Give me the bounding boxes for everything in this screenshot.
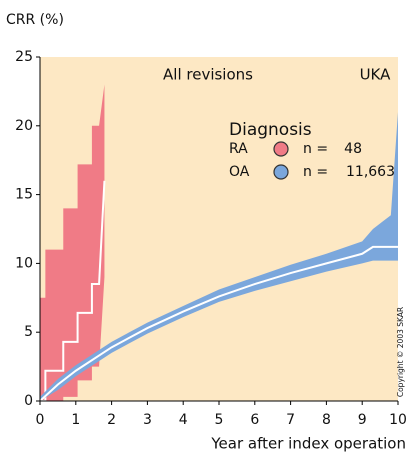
legend-title: Diagnosis: [229, 120, 312, 140]
x-tick-label: 8: [322, 412, 331, 428]
legend-swatch: [273, 141, 289, 157]
legend-n-prefix: n =: [303, 141, 328, 157]
copyright: Copyright © 2003 SKAR: [396, 307, 405, 397]
x-axis-title: Year after index operation: [210, 435, 406, 453]
x-tick-label: 7: [286, 412, 295, 428]
x-tick-label: 6: [250, 412, 259, 428]
legend-n: 11,663: [346, 164, 395, 180]
y-tick-label: 25: [15, 49, 33, 65]
y-tick-label: 20: [15, 118, 33, 134]
x-tick-label: 10: [389, 412, 407, 428]
legend-n: 48: [344, 141, 362, 157]
y-tick-label: 10: [15, 255, 33, 271]
chart-subtitle: UKA: [360, 66, 392, 84]
line: [39, 245, 398, 402]
confidence-band: [40, 84, 105, 402]
x-tick-label: 0: [36, 412, 45, 428]
x-tick-label: 1: [71, 412, 80, 428]
legend-swatch: [273, 164, 289, 180]
x-tick-label: 4: [179, 412, 188, 428]
line: [40, 180, 106, 402]
y-tick-label: 0: [24, 393, 33, 409]
x-tick-label: 5: [215, 412, 224, 428]
x-tick-label: 3: [143, 412, 152, 428]
x-tick-label: 2: [107, 412, 116, 428]
x-tick-label: 9: [358, 412, 367, 428]
y-tick-label: 15: [15, 187, 33, 203]
chart-title: All revisions: [163, 66, 253, 84]
legend-n-prefix: n =: [303, 164, 328, 180]
legend-label: OA: [229, 164, 250, 180]
y-tick-label: 5: [24, 324, 33, 340]
y-axis-title: CRR (%): [6, 12, 64, 28]
legend-label: RA: [229, 141, 248, 157]
confidence-band: [40, 112, 398, 401]
